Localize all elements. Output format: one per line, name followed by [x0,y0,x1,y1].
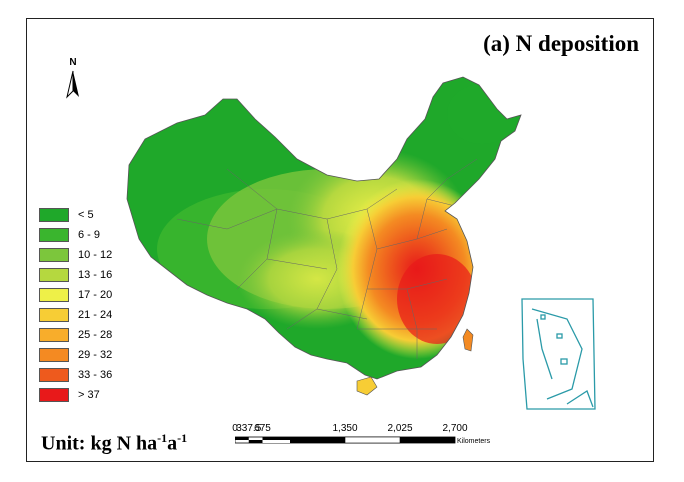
legend-item: 33 - 36 [39,365,112,385]
legend-item: 10 - 12 [39,245,112,265]
legend-label: 33 - 36 [78,369,113,381]
scale-tick-label: 2,025 [387,423,413,434]
legend-label: 25 - 28 [78,329,113,341]
legend: < 5 6 - 9 10 - 12 13 - 16 17 - 20 21 - 24 25 -… [39,205,112,405]
legend-label: < 5 [78,209,94,221]
legend-item: > 37 [39,385,112,405]
legend-item: 13 - 16 [39,265,112,285]
map-frame: (a) N deposition N < 5 6 - 9 10 - 12 13 - 1… [26,18,654,462]
legend-label: 21 - 24 [78,309,113,321]
scale-bar: Kilometers 0 337.5 675 1,350 2,025 2,700 [232,423,515,453]
legend-item: 21 - 24 [39,305,112,325]
legend-item: 17 - 20 [39,285,112,305]
legend-swatch [39,368,69,382]
legend-label: 17 - 20 [78,289,113,301]
hainan-island [356,376,378,396]
legend-label: > 37 [78,389,100,401]
north-arrow-icon [66,70,79,99]
legend-item: 6 - 9 [39,225,112,245]
north-label: N [69,57,77,68]
scale-tick-label: 2,700 [442,423,468,434]
legend-swatch [39,328,69,342]
north-arrow: N [61,57,85,101]
legend-swatch [39,268,69,282]
scale-unit: Kilometers [457,438,491,445]
legend-item: < 5 [39,205,112,225]
scale-tick-label: 0 [232,423,238,434]
legend-swatch [39,348,69,362]
china-map [126,76,596,410]
scale-tick-label: 675 [254,423,271,434]
legend-item: 25 - 28 [39,325,112,345]
legend-swatch [39,208,69,222]
legend-swatch [39,248,69,262]
legend-label: 13 - 16 [78,269,113,281]
legend-label: 29 - 32 [78,349,113,361]
map-title: (a) N deposition [483,31,639,56]
province-borders [176,158,478,359]
scale-tick-label: 1,350 [332,423,358,434]
legend-label: 10 - 12 [78,249,113,261]
scale-tick-label: 337.5 [236,423,262,434]
legend-swatch [39,228,69,242]
deposition-surface [127,77,521,379]
scale-bar-graphic [234,436,456,444]
south-china-sea-inset [521,298,596,410]
unit-label: Unit: kg N ha-1a-1 [41,431,188,455]
legend-swatch [39,308,69,322]
legend-item: 29 - 32 [39,345,112,365]
taiwan-island [462,328,474,352]
legend-swatch [39,288,69,302]
legend-label: 6 - 9 [78,229,101,241]
legend-swatch [39,388,69,402]
